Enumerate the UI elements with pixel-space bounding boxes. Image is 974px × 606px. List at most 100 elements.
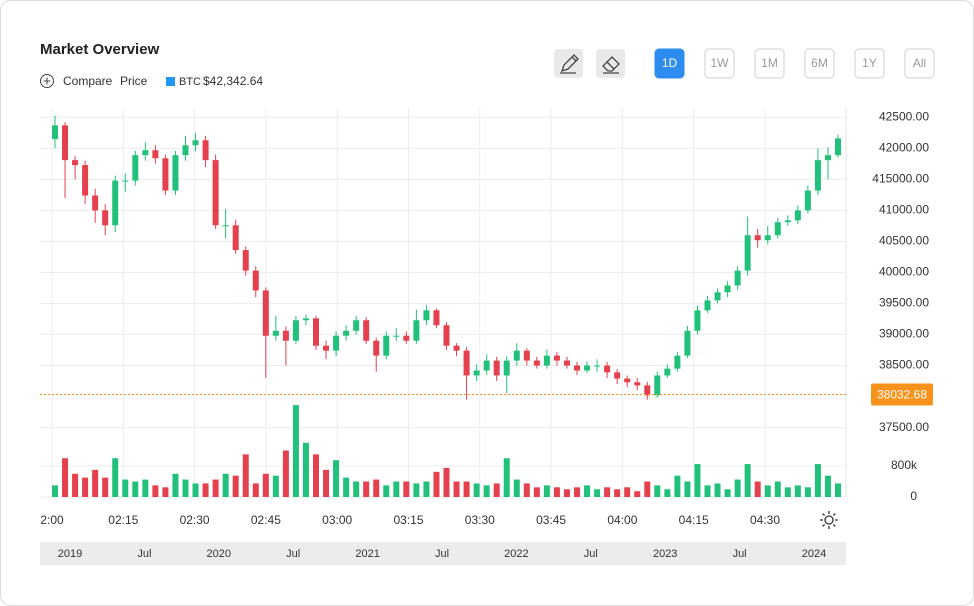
volume-bar: [764, 485, 771, 497]
range-button[interactable]: [754, 48, 785, 79]
volume-bar: [343, 477, 350, 497]
volume-bar: [453, 481, 460, 497]
range-label[interactable]: 1Y: [862, 56, 877, 70]
candle-body: [323, 345, 330, 351]
volume-bar: [282, 450, 289, 497]
candle-body: [563, 360, 570, 366]
timeline-label: Jul: [286, 548, 300, 560]
volume-bar: [513, 479, 520, 497]
candle-body: [192, 140, 199, 146]
range-button[interactable]: [654, 48, 685, 79]
range-label[interactable]: 1D: [662, 56, 678, 70]
range-label[interactable]: 1M: [761, 56, 778, 70]
volume-bar: [142, 479, 149, 497]
volume-bar: [604, 487, 611, 497]
range-label[interactable]: 6M: [811, 56, 828, 70]
current-price-label: 38032.68: [877, 388, 927, 402]
candle-body: [393, 335, 400, 337]
candle-body: [734, 270, 741, 286]
candle-body: [473, 370, 480, 376]
volume-bar: [393, 481, 400, 497]
volume-bar: [302, 442, 309, 497]
volume-bar: [543, 485, 550, 497]
candle-body: [674, 355, 681, 369]
compare-label[interactable]: Compare: [63, 74, 113, 88]
candle-body: [634, 382, 641, 386]
candle-body: [574, 365, 580, 371]
volume-bar: [654, 485, 661, 497]
eraser-icon: [602, 56, 620, 74]
candle-body: [142, 150, 149, 156]
candle-body: [553, 355, 560, 361]
sun-icon: [824, 515, 834, 525]
candle-body: [373, 340, 380, 356]
candle-body: [353, 320, 360, 331]
volume-bar: [493, 483, 500, 497]
x-tick-label: 02:45: [251, 513, 281, 527]
volume-bar: [523, 483, 530, 497]
volume-bar: [413, 483, 420, 497]
volume-bar: [403, 481, 410, 497]
range-button[interactable]: [854, 48, 885, 79]
candle-body: [614, 372, 621, 379]
x-tick-label: 03:15: [393, 513, 423, 527]
compare-button[interactable]: Compare: [40, 74, 113, 88]
range-button[interactable]: [804, 48, 835, 79]
volume-bar: [262, 473, 269, 497]
y-tick-label: 42000.00: [879, 141, 929, 155]
volume-bar: [363, 481, 370, 497]
candle-body: [82, 165, 89, 196]
volume-bar: [62, 458, 69, 497]
range-label[interactable]: 1W: [711, 56, 730, 70]
candle-body: [533, 360, 540, 366]
candle-body: [814, 160, 821, 191]
candle-body: [654, 375, 661, 396]
candle-body: [704, 300, 711, 311]
eraser-button[interactable]: [596, 49, 625, 78]
timeline-label: Jul: [733, 548, 747, 560]
y-tick-label: 39000.00: [879, 327, 929, 341]
candle-body: [313, 318, 319, 346]
volume-tick-label: 800k: [891, 458, 918, 472]
volume-bar: [182, 479, 189, 497]
candle-body: [754, 235, 761, 241]
volume-bar: [774, 481, 781, 497]
volume-bar: [272, 475, 279, 497]
candle-body: [182, 145, 189, 156]
legend-symbol: BTC: [179, 76, 201, 88]
volume-bar: [112, 458, 119, 497]
x-tick-label: 03:45: [536, 513, 566, 527]
legend-price: $42,342.64: [203, 74, 263, 88]
candle-body: [453, 345, 460, 351]
candle-body: [242, 250, 249, 271]
range-button[interactable]: [904, 48, 935, 79]
volume-bar: [563, 489, 570, 497]
draw-button[interactable]: [554, 49, 583, 78]
eraser-button-bg[interactable]: [596, 49, 625, 78]
volume-bar: [684, 481, 691, 497]
volume-bar: [423, 481, 430, 497]
theme-toggle[interactable]: [820, 511, 838, 529]
y-tick-label: 39500.00: [879, 296, 929, 310]
candle-body: [513, 350, 520, 361]
x-tick-label: 02:15: [108, 513, 138, 527]
candle-body: [152, 150, 159, 159]
y-tick-label: 41000.00: [879, 203, 929, 217]
volume-bar: [373, 479, 380, 497]
volume-bar: [242, 454, 249, 497]
title: Market Overview: [40, 41, 160, 58]
y-tick-label: 40000.00: [879, 265, 929, 279]
range-label[interactable]: All: [913, 56, 926, 70]
range-button[interactable]: [704, 48, 735, 79]
volume-bar: [674, 475, 681, 497]
candle-body: [363, 320, 370, 341]
legend-swatch: [166, 77, 175, 86]
volume-bar: [794, 485, 801, 497]
volume-bar: [152, 485, 159, 497]
x-tick-label: 04:30: [750, 513, 780, 527]
y-tick-label: 38500.00: [879, 358, 929, 372]
volume-bar: [533, 487, 540, 497]
volume-bar: [584, 485, 591, 497]
y-tick-label: 42500.00: [879, 109, 929, 123]
